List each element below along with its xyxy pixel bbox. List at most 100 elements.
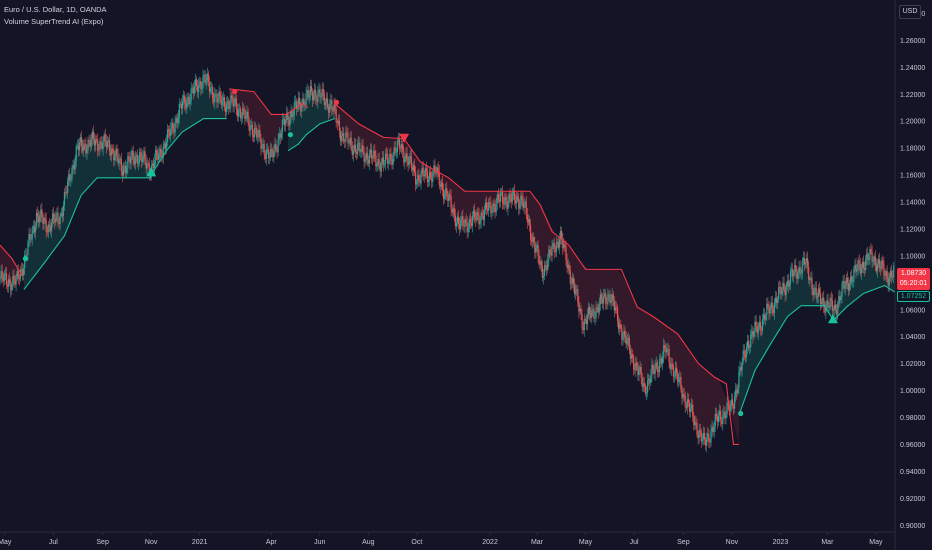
candle-body — [317, 92, 319, 102]
candle-body — [10, 282, 12, 291]
candle-body — [437, 167, 439, 172]
bull-signal-triangle — [827, 314, 838, 324]
candle-body — [46, 231, 48, 233]
candle-body — [334, 104, 336, 110]
candle-body — [360, 151, 362, 153]
candle-body — [417, 175, 419, 183]
bull-signal-dot — [287, 132, 293, 138]
candle-body — [665, 347, 667, 353]
candle-body — [644, 385, 647, 394]
candle-body — [349, 137, 351, 144]
candle-body — [832, 309, 835, 311]
candle-body — [805, 258, 808, 263]
candle-body — [422, 167, 424, 176]
candle-body — [494, 206, 496, 213]
candle-body — [118, 159, 120, 164]
candle-body — [523, 202, 525, 208]
candle-body — [824, 306, 826, 313]
candle-body — [876, 263, 879, 272]
candle-body — [685, 406, 687, 408]
x-axis[interactable]: May Jul Sep Nov 2021 Apr Jun Aug Oct 2022 Mar May Ju… — [0, 532, 883, 546]
candle-body — [766, 303, 768, 315]
candle-body — [99, 141, 101, 151]
candle-body — [653, 368, 655, 374]
candle-body — [753, 331, 755, 337]
candle-body — [814, 287, 816, 289]
currency-button[interactable]: USD — [899, 5, 921, 19]
candle-body — [715, 414, 717, 417]
candle-body — [794, 265, 796, 273]
candle-body — [863, 267, 866, 271]
candle-body — [72, 165, 74, 169]
candle-body — [776, 299, 779, 304]
candle-body — [664, 345, 666, 348]
candle-body — [648, 378, 650, 381]
candle-body — [380, 162, 382, 172]
candle-body — [586, 315, 589, 325]
candle-body — [647, 380, 649, 393]
candle-body — [707, 433, 709, 439]
candle-body — [407, 161, 409, 166]
candle-body — [433, 165, 435, 173]
candle-body — [534, 243, 536, 253]
candle-body — [323, 94, 325, 105]
candle-body — [604, 293, 606, 296]
candle-body — [351, 145, 353, 155]
candle-body — [681, 389, 683, 399]
candle-body — [850, 276, 852, 284]
candle-body — [83, 143, 85, 151]
candle-body — [482, 215, 484, 220]
candle-body — [287, 112, 289, 120]
candle-body — [761, 318, 764, 331]
candle-body — [181, 101, 184, 109]
candle-body — [12, 275, 14, 285]
candle-body — [343, 133, 345, 142]
candle-body — [718, 411, 721, 416]
candle-body — [13, 275, 15, 281]
candle-body — [784, 289, 786, 296]
candle-body — [879, 259, 881, 268]
candle-body — [851, 276, 853, 282]
candle-body — [230, 95, 232, 106]
candle-body — [135, 155, 137, 157]
candle-body — [453, 208, 455, 216]
candle-body — [854, 264, 856, 270]
candle-body — [193, 86, 195, 94]
candle-body — [352, 149, 354, 155]
candle-body — [420, 172, 422, 184]
candle-body — [386, 153, 388, 155]
candle-body — [547, 260, 549, 270]
candle-body — [616, 307, 619, 322]
candle-body — [466, 223, 468, 233]
indicator-title[interactable]: Volume SuperTrend AI (Expo) — [4, 17, 104, 26]
candle-body — [891, 276, 894, 278]
candle-body — [353, 144, 356, 150]
candle-body — [591, 310, 593, 318]
candle-body — [465, 219, 467, 224]
candle-body — [852, 281, 854, 283]
candle-body — [411, 167, 414, 171]
candle-body — [778, 287, 780, 300]
candle-body — [250, 124, 252, 127]
candle-body — [635, 362, 637, 371]
supertrend-line-bull — [23, 117, 227, 290]
candle-body — [47, 224, 49, 233]
candle-body — [130, 156, 132, 164]
candle-body — [364, 158, 366, 162]
candle-body — [623, 330, 625, 339]
candle-body — [702, 433, 705, 439]
trend-fill-bull — [739, 262, 833, 415]
candle-body — [216, 93, 218, 103]
y-tick-label: 0.90000 — [900, 523, 925, 530]
candle-body — [556, 241, 559, 243]
candle-body — [865, 258, 867, 271]
candle-body — [101, 142, 103, 150]
candle-body — [14, 280, 16, 285]
candle-body — [258, 129, 260, 136]
candle-body — [215, 93, 217, 95]
candle-body — [132, 150, 134, 160]
candle-body — [579, 308, 581, 312]
candle-body — [609, 294, 611, 304]
symbol-title[interactable]: Euro / U.S. Dollar, 1D, OANDA — [4, 5, 107, 14]
